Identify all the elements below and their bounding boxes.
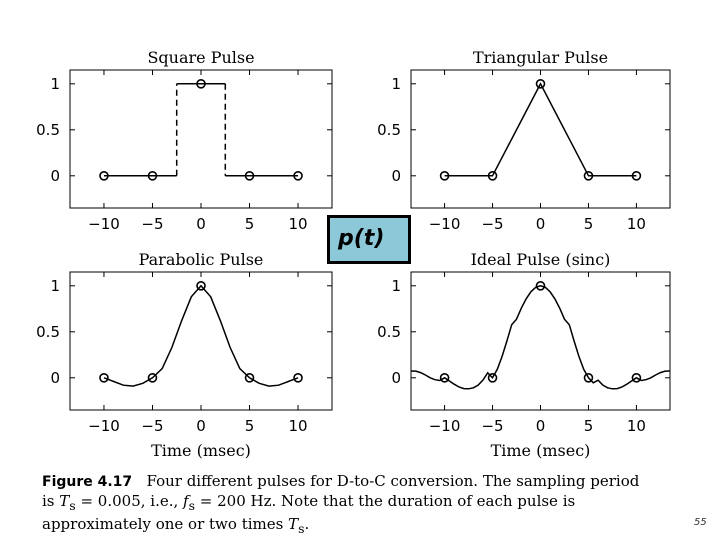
- plot-3-sample-point: [99, 372, 109, 383]
- plot-2-xtick-label: −10: [429, 215, 461, 233]
- plot-3-xtick-label: 5: [245, 417, 255, 435]
- plot-2-sample-point: [583, 171, 594, 181]
- plot-1-sample-point: [99, 171, 109, 181]
- plot-2-xtick-label: 10: [627, 215, 646, 233]
- caption-line3-b: .: [304, 515, 310, 533]
- caption-line2-a: is: [42, 492, 60, 510]
- plot-3-xtick-label: 10: [288, 417, 307, 435]
- plot-4-xtick-label: −10: [429, 417, 461, 435]
- plot-3-series-parabolic: [103, 284, 299, 387]
- plot-3-ytick-label: 0: [50, 369, 60, 387]
- caption-ts2-sub: s: [298, 521, 305, 536]
- plot-1-xtick-label: 0: [196, 215, 206, 233]
- figure-caption: Figure 4.17 Four different pulses for D-…: [42, 472, 652, 538]
- pt-label-box: p(t): [327, 215, 411, 264]
- plot-4-sample-point: [631, 372, 642, 383]
- plot-3-sample-point: [293, 372, 303, 383]
- plot-4-xlabel: Time (msec): [491, 441, 591, 460]
- plot-1-xtick-label: 10: [288, 215, 307, 233]
- plot-3-ytick-label: 0.5: [36, 323, 60, 341]
- caption-ts-symbol: T: [59, 492, 70, 510]
- plot-4-xtick-label: −5: [481, 417, 503, 435]
- plot-4-sample-point: [535, 280, 546, 291]
- plot-3-xtick-label: −5: [141, 417, 163, 435]
- plot-2-frame: [410, 69, 671, 209]
- plot-4-sample-point: [439, 372, 450, 383]
- plot-3-xlabel: Time (msec): [151, 441, 251, 460]
- plot-2-sample-point: [439, 171, 450, 181]
- pt-label: p(t): [338, 226, 385, 251]
- plot-2-xtick-label: 5: [584, 215, 594, 233]
- plot-4-sample-point: [583, 372, 594, 383]
- plot-3-title: Parabolic Pulse: [139, 250, 264, 269]
- plot-4-title: Ideal Pulse (sinc): [471, 250, 611, 269]
- plot-4-xtick-label: 5: [584, 417, 594, 435]
- caption-line2-c: = 200 Hz. Note that the duration of each…: [195, 492, 576, 510]
- plot-2-sample-point: [487, 171, 498, 181]
- plot-4-xtick-label: 0: [536, 417, 546, 435]
- plot-2-xtick-label: −5: [481, 215, 503, 233]
- caption-fs-sub: s: [188, 498, 196, 513]
- plot-1-ytick-label: 1: [50, 75, 60, 93]
- plot-4-ytick-label: 0: [391, 369, 401, 387]
- caption-line2-b: = 0.005, i.e.,: [75, 492, 184, 510]
- caption-line3-a: approximately one or two times: [42, 515, 289, 533]
- plot-2-ytick-label: 0.5: [377, 121, 401, 139]
- plot-1-sample-point: [293, 171, 303, 181]
- plot-3-sample-point: [196, 280, 206, 291]
- plot-1-sample-point: [147, 171, 158, 181]
- plot-3-sample-point: [244, 372, 255, 383]
- plot-4-series-sinc: [410, 285, 671, 390]
- plot-3-ytick-label: 1: [50, 277, 60, 295]
- caption-ts-sub: s: [69, 498, 76, 513]
- plot-1-xtick-label: −10: [88, 215, 120, 233]
- plot-4-frame: [410, 271, 671, 411]
- caption-ts2-symbol: T: [288, 515, 299, 533]
- plot-2-sample-point: [535, 79, 546, 89]
- plot-3-xtick-label: 0: [196, 417, 206, 435]
- plot-2-ytick-label: 1: [391, 75, 401, 93]
- plot-1-ytick-label: 0.5: [36, 121, 60, 139]
- plot-1-xtick-label: 5: [245, 215, 255, 233]
- caption-figure-number: Figure 4.17: [42, 474, 133, 490]
- plot-2-xtick-label: 0: [536, 215, 546, 233]
- plot-1-xtick-label: −5: [141, 215, 163, 233]
- plot-1-frame: [69, 69, 333, 209]
- caption-line1: Four different pulses for D-to-C convers…: [146, 472, 640, 490]
- plot-1-sample-point: [244, 171, 255, 181]
- plot-4-sample-point: [487, 372, 498, 383]
- caption-fs-symbol: f: [183, 492, 189, 510]
- page-number: 55: [694, 517, 707, 528]
- plot-1-ytick-label: 0: [50, 167, 60, 185]
- plot-3-xtick-label: −10: [88, 417, 120, 435]
- plot-3-sample-point: [147, 372, 158, 383]
- plot-4-ytick-label: 1: [391, 277, 401, 295]
- plot-4-xtick-label: 10: [627, 417, 646, 435]
- plot-1-title: Square Pulse: [147, 48, 254, 67]
- plot-1-sample-point: [196, 79, 206, 89]
- plot-2-series-triangle: [444, 82, 637, 177]
- plot-2-title: Triangular Pulse: [473, 48, 608, 67]
- plot-2-ytick-label: 0: [391, 167, 401, 185]
- plot-4-ytick-label: 0.5: [377, 323, 401, 341]
- plot-3-frame: [69, 271, 333, 411]
- plot-2-sample-point: [631, 171, 642, 181]
